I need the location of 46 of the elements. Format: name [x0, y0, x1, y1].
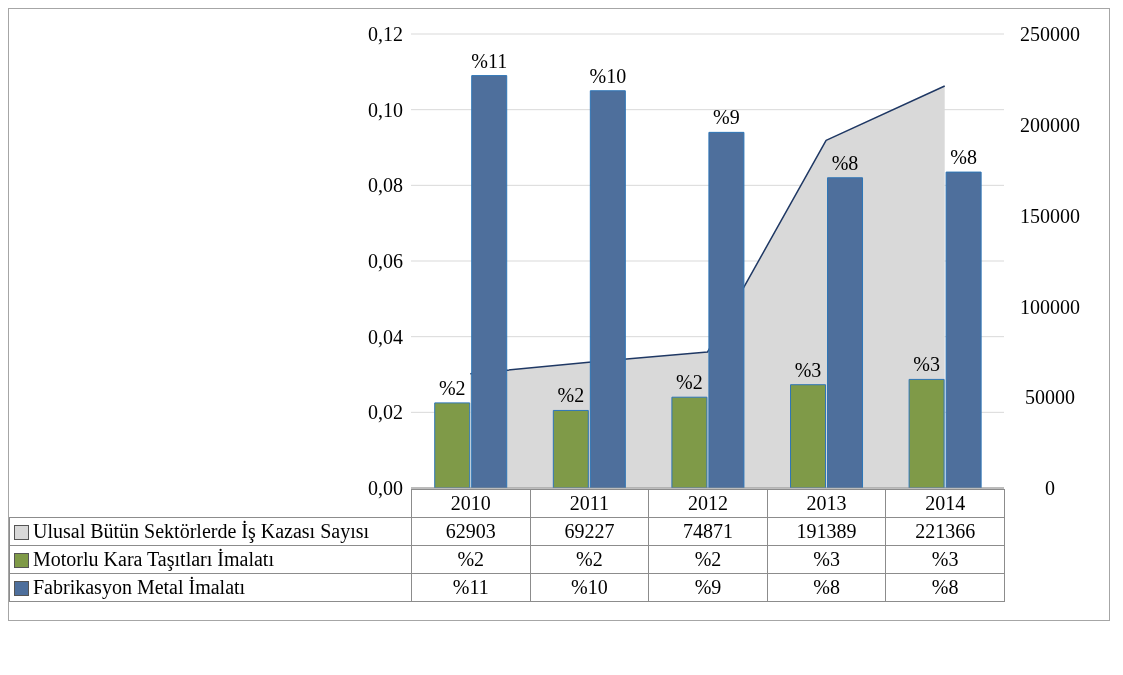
data-label: %3 [767, 545, 886, 574]
data-label: %2 [530, 545, 649, 574]
data-label: %3 [885, 545, 1005, 574]
data-label: 62903 [411, 517, 531, 546]
text: %3 [913, 353, 940, 376]
data-label: 191389 [767, 517, 886, 546]
legend-label: Motorlu Kara Taşıtları İmalatı [33, 548, 274, 571]
legend-label: Fabrikasyon Metal İmalatı [33, 576, 246, 599]
data-label: %11 [411, 573, 531, 602]
data-label: %8 [885, 573, 1005, 602]
data-label: %2 [648, 545, 768, 574]
y2-tick-label: 250000 [1020, 23, 1080, 46]
y-tick-label: 0,02 [368, 401, 403, 424]
y-tick-label: 0,06 [368, 250, 403, 273]
y-tick-label: 0,12 [368, 23, 403, 46]
y2-tick-label: 100000 [1020, 295, 1080, 318]
text: %9 [713, 106, 740, 129]
text: %10 [589, 64, 627, 87]
data-label: %8 [767, 573, 886, 602]
data-label: 74871 [648, 517, 768, 546]
y-tick-label: 0,00 [368, 477, 403, 500]
x-tick-label: 2010 [411, 489, 531, 518]
data-label: %2 [411, 545, 531, 574]
text: %2 [438, 376, 466, 399]
text: %11 [471, 49, 508, 72]
text: %2 [676, 371, 703, 394]
y-tick-label: 0,04 [368, 325, 403, 348]
x-tick-label: 2013 [767, 489, 886, 518]
y-tick-label: 0,08 [368, 174, 403, 197]
y2-tick-label: 0 [1045, 477, 1055, 500]
legend-label: Ulusal Bütün Sektörlerde İş Kazası Sayısı [33, 520, 370, 543]
x-tick-label: 2011 [530, 489, 649, 518]
y2-tick-label: 50000 [1025, 386, 1075, 409]
text: %8 [831, 151, 859, 174]
x-tick-label: 2012 [648, 489, 768, 518]
y2-tick-label: 200000 [1020, 113, 1080, 136]
text: %3 [794, 358, 822, 381]
text: %8 [950, 146, 977, 169]
y2-tick-label: 150000 [1020, 204, 1080, 227]
y-tick-label: 0,10 [368, 98, 403, 121]
x-tick-label: 2014 [885, 489, 1005, 518]
data-label: 221366 [885, 517, 1005, 546]
data-label: %9 [648, 573, 768, 602]
text: %2 [557, 384, 585, 407]
data-label: %10 [530, 573, 649, 602]
data-label: 69227 [530, 517, 649, 546]
